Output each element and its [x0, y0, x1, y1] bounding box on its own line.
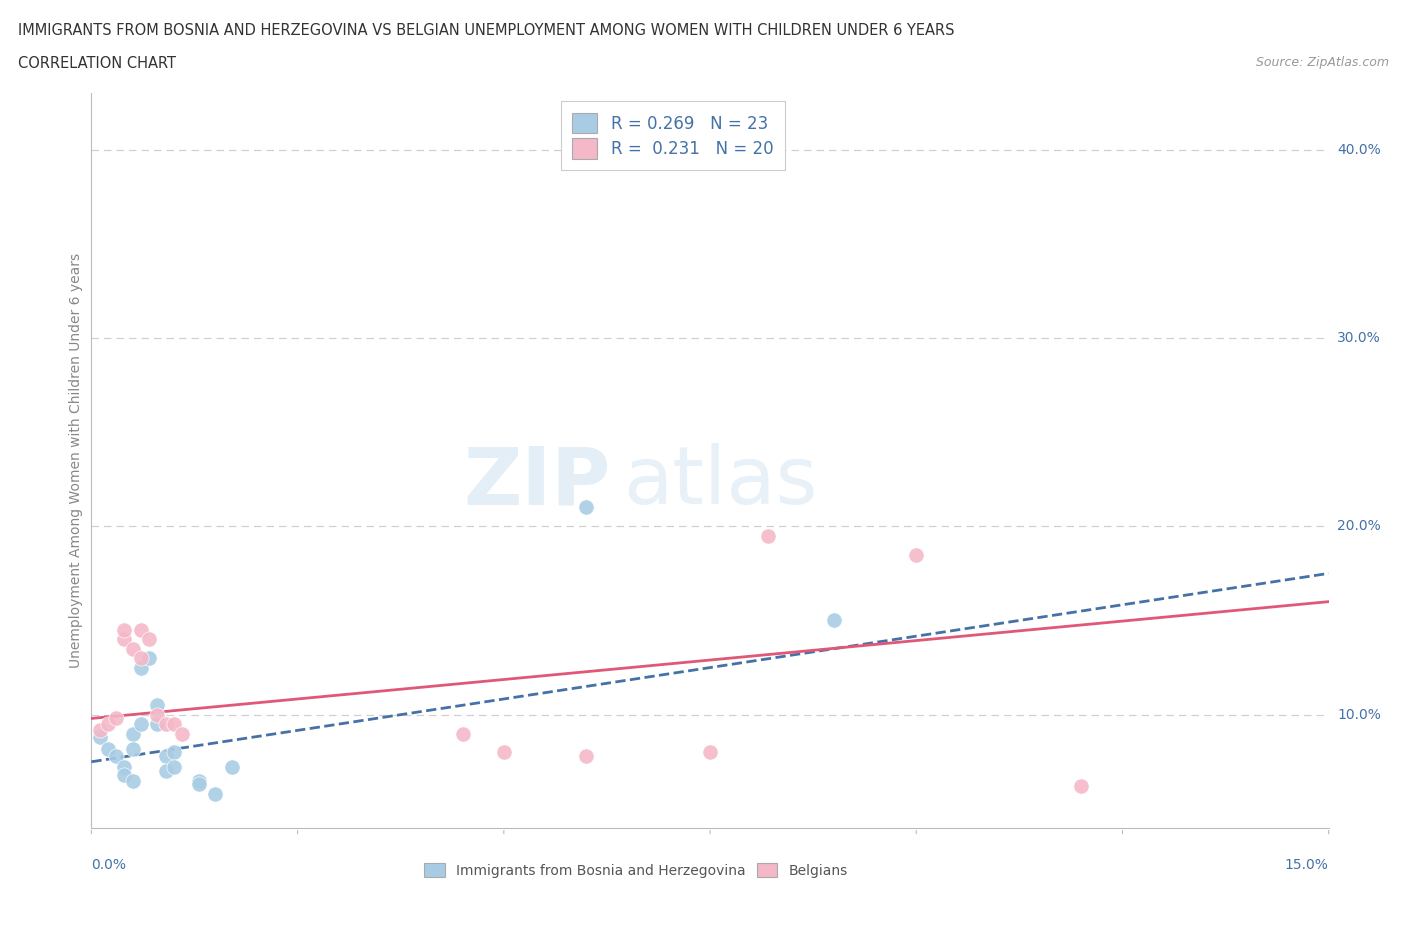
Point [204, 787, 226, 802]
Point [163, 760, 186, 775]
Text: 10.0%: 10.0% [1337, 708, 1381, 722]
Point [451, 726, 474, 741]
Point [105, 711, 128, 726]
Point [129, 717, 152, 732]
Point [89, 730, 111, 745]
Point [187, 773, 209, 788]
Text: Source: ZipAtlas.com: Source: ZipAtlas.com [1256, 56, 1389, 69]
Point [146, 717, 169, 732]
Text: IMMIGRANTS FROM BOSNIA AND HERZEGOVINA VS BELGIAN UNEMPLOYMENT AMONG WOMEN WITH : IMMIGRANTS FROM BOSNIA AND HERZEGOVINA V… [18, 23, 955, 38]
Point [823, 613, 845, 628]
Point [155, 749, 177, 764]
Point [97, 741, 120, 756]
Point [112, 622, 135, 637]
Point [146, 707, 169, 722]
Text: 30.0%: 30.0% [1337, 331, 1381, 345]
Point [129, 651, 152, 666]
Point [221, 760, 243, 775]
Point [905, 547, 928, 562]
Point [163, 745, 186, 760]
Text: 0.0%: 0.0% [91, 858, 127, 872]
Point [129, 622, 152, 637]
Legend: Immigrants from Bosnia and Herzegovina, Belgians: Immigrants from Bosnia and Herzegovina, … [419, 857, 853, 884]
Point [1070, 778, 1092, 793]
Point [97, 717, 120, 732]
Point [756, 528, 779, 543]
Point [112, 760, 135, 775]
Point [121, 726, 143, 741]
Point [138, 631, 160, 646]
Point [112, 631, 135, 646]
Point [187, 777, 209, 791]
Point [699, 745, 721, 760]
Point [121, 773, 143, 788]
Text: CORRELATION CHART: CORRELATION CHART [18, 56, 176, 71]
Point [492, 745, 515, 760]
Point [129, 660, 152, 675]
Text: ZIP: ZIP [464, 444, 612, 522]
Point [105, 749, 128, 764]
Point [163, 717, 186, 732]
Point [155, 764, 177, 778]
Text: 20.0%: 20.0% [1337, 519, 1381, 533]
Point [89, 723, 111, 737]
Text: 15.0%: 15.0% [1285, 858, 1329, 872]
Point [112, 767, 135, 782]
Point [575, 500, 598, 515]
Point [138, 651, 160, 666]
Text: atlas: atlas [623, 444, 818, 522]
Point [146, 698, 169, 712]
Point [155, 717, 177, 732]
Point [121, 642, 143, 657]
Y-axis label: Unemployment Among Women with Children Under 6 years: Unemployment Among Women with Children U… [69, 253, 83, 668]
Point [575, 749, 598, 764]
Point [172, 726, 194, 741]
Text: 40.0%: 40.0% [1337, 142, 1381, 156]
Point [121, 741, 143, 756]
